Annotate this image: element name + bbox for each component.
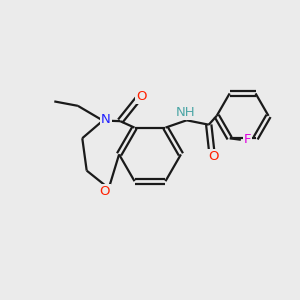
Text: O: O (99, 185, 110, 198)
Text: F: F (244, 133, 251, 146)
Text: O: O (208, 150, 218, 163)
Text: N: N (101, 112, 111, 126)
Text: NH: NH (176, 106, 195, 118)
Text: O: O (136, 90, 147, 103)
